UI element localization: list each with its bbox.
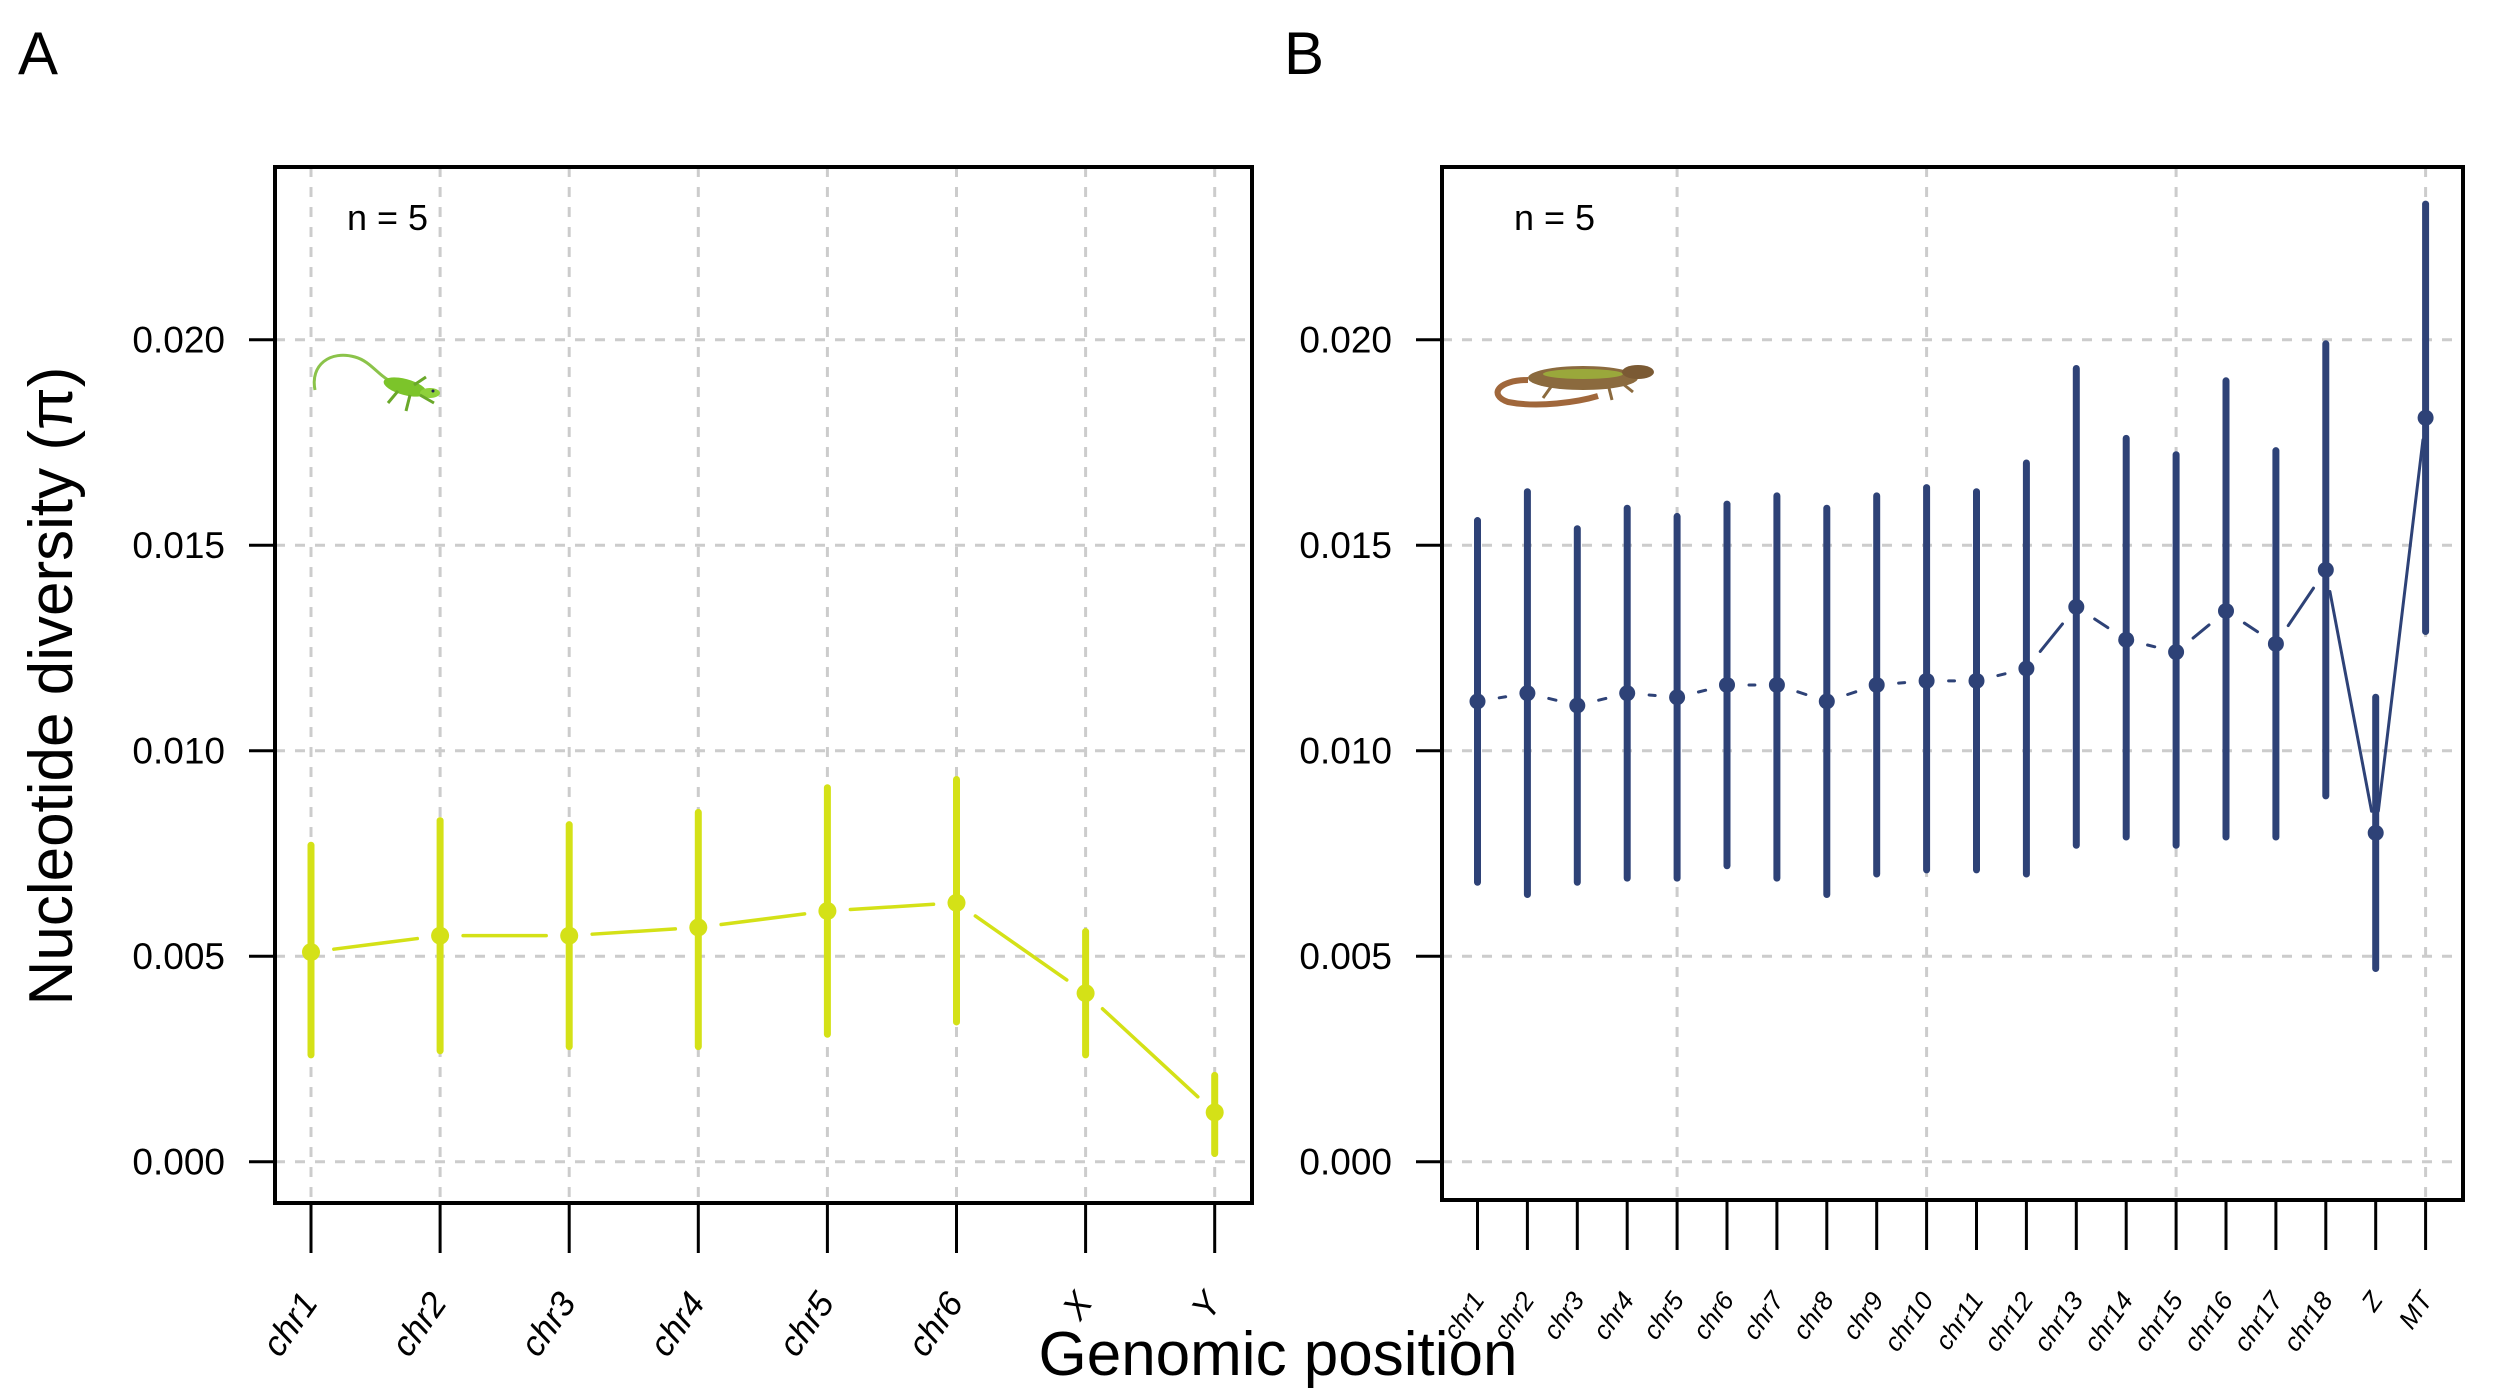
panel-b-xtick-label: chr13 [2027, 1286, 2089, 1357]
panel-b-xtick-label: chr16 [2177, 1286, 2239, 1357]
panel-b-xtick-label: chr4 [1587, 1286, 1641, 1345]
panel-b-xtick-label: chr8 [1786, 1286, 1840, 1345]
panel-a-data-point [947, 893, 966, 912]
panel-b-xtick-label: MT [2392, 1285, 2439, 1335]
panel-a-xtick-label: chr3 [513, 1285, 584, 1364]
panel-b-ytick-label: 0.000 [1299, 1142, 1392, 1183]
panel-a-data-point [431, 926, 450, 945]
x-axis-title: Genomic position [1038, 1320, 1517, 1389]
panel-b-data-point [1818, 693, 1835, 710]
panel-b-xtick-label: chr14 [2077, 1286, 2139, 1356]
panel-b-trend-segment [1497, 695, 1508, 700]
panel-a-trend-segment [973, 914, 1069, 982]
panel-b-data-point [2018, 660, 2035, 677]
panel-b-xtick-label: chr15 [2127, 1286, 2189, 1357]
panel-label-b: B [1284, 20, 1324, 87]
panel-a-xtick-label: chr1 [255, 1285, 326, 1363]
panel-b-ytick-label: 0.010 [1299, 731, 1392, 772]
panel-b-data-point [1469, 693, 1486, 710]
panel-b-trend-segment [2038, 622, 2064, 653]
panel-b-data-point [2168, 644, 2185, 661]
panel-b-trend-segment [1996, 672, 2007, 678]
panel-b-trend-segment [2286, 586, 2315, 628]
panel-a-ytick-label: 0.015 [132, 525, 225, 566]
panel-label-a: A [18, 20, 58, 87]
panel-a-sample-size-label: n = 5 [347, 197, 428, 238]
panel-b-trend-segment [2376, 438, 2425, 813]
panel-a-data-point [1076, 984, 1095, 1003]
panel-b-xtick-label: chr7 [1736, 1285, 1790, 1345]
panel-b-data-point [1868, 676, 1885, 693]
panel-b: 0.0000.0050.0100.0150.020chr1chr2chr3chr… [1299, 165, 2465, 1357]
panel-b-data-point [1968, 672, 1985, 689]
panel-b-data-point [1519, 685, 1536, 702]
panel-a-xtick-label: chr6 [900, 1285, 971, 1364]
panel-a-data-point [302, 943, 320, 962]
panel-b-xtick-label: chr11 [1929, 1286, 1990, 1355]
panel-b-data-point [1619, 685, 1636, 702]
panel-b-ytick-label: 0.020 [1299, 320, 1392, 361]
panel-b-trend-segment [1696, 688, 1708, 694]
panel-a-xtick-label: chr4 [642, 1285, 713, 1363]
panel-a-trend-segment [332, 936, 420, 951]
panel-b-xtick-label: chr17 [2227, 1285, 2290, 1357]
panel-b-data-point [1719, 676, 1735, 693]
panel-a-trend-segment [1100, 1007, 1200, 1099]
panel-b-trend-segment [1846, 690, 1858, 696]
panel-b-xtick-label: chr10 [1878, 1286, 1940, 1357]
panel-b-xtick-label: chr6 [1686, 1286, 1740, 1345]
panel-b-sample-size-label: n = 5 [1514, 197, 1595, 238]
panel-b-xtick-label: chr18 [2277, 1286, 2339, 1357]
panel-b-trend-segment [2191, 623, 2211, 640]
panel-b-ytick-label: 0.015 [1299, 525, 1392, 566]
panel-b-data-point [2317, 561, 2334, 578]
panel-b-trend-segment [2146, 643, 2157, 649]
panel-a-ytick-label: 0.000 [132, 1142, 225, 1183]
wall-lizard-icon [1494, 365, 1654, 408]
panel-a-data-point [818, 901, 837, 920]
panel-a-ytick-label: 0.020 [132, 320, 225, 361]
panel-a-data-point [1205, 1103, 1224, 1122]
panel-a-data-point [560, 926, 579, 945]
panel-a-trend-segment [590, 927, 678, 936]
panel-b-data-point [2267, 635, 2284, 652]
panel-b-xtick-label: chr12 [1977, 1286, 2039, 1357]
panel-a-trend-segment [848, 902, 936, 912]
panel-a-plot-frame [273, 165, 1254, 1205]
panel-b-data-point [2367, 824, 2384, 841]
panel-b-data-point [2068, 598, 2085, 615]
panel-b-trend-segment [1597, 696, 1608, 702]
panel-b-data-point [1768, 676, 1785, 693]
panel-a-trend-segment [719, 912, 807, 927]
green-anole-lizard-icon [312, 353, 440, 412]
panel-a-ytick-label: 0.005 [132, 936, 225, 977]
panel-b-data-point [2218, 602, 2234, 619]
panel-b-xtick-label: Z [2354, 1285, 2389, 1317]
panel-b-ytick-label: 0.005 [1299, 936, 1392, 977]
panel-b-data-point [1569, 697, 1586, 714]
panel-b-trend-segment [1796, 690, 1808, 696]
panel-b-plot-frame [1440, 165, 2465, 1202]
panel-a-ytick-label: 0.010 [132, 731, 225, 772]
panel-a-data-point [689, 918, 708, 937]
panel-b-trend-segment [2328, 589, 2374, 813]
panel-b-data-point [2118, 631, 2135, 648]
y-axis-title: Nucleotide diversity (π) [17, 367, 86, 1006]
panel-b-trend-segment [2242, 621, 2260, 634]
panel-b-data-point [1669, 689, 1686, 706]
panel-b-xtick-label: chr5 [1636, 1286, 1690, 1345]
panel-b-xtick-label: chr3 [1537, 1286, 1591, 1345]
panel-b-trend-segment [2093, 617, 2110, 630]
panel-a-xtick-label: chr2 [384, 1285, 455, 1363]
panel-a-xtick-label: chr5 [771, 1285, 842, 1364]
panel-b-data-point [1918, 672, 1935, 689]
panel-a: 0.000 0.005 0.010 0.015 0.020 chr1 chr2 chr3 chr… [132, 165, 1254, 1364]
panel-b-trend-segment [1547, 696, 1558, 702]
panel-b-data-point [2417, 409, 2434, 426]
